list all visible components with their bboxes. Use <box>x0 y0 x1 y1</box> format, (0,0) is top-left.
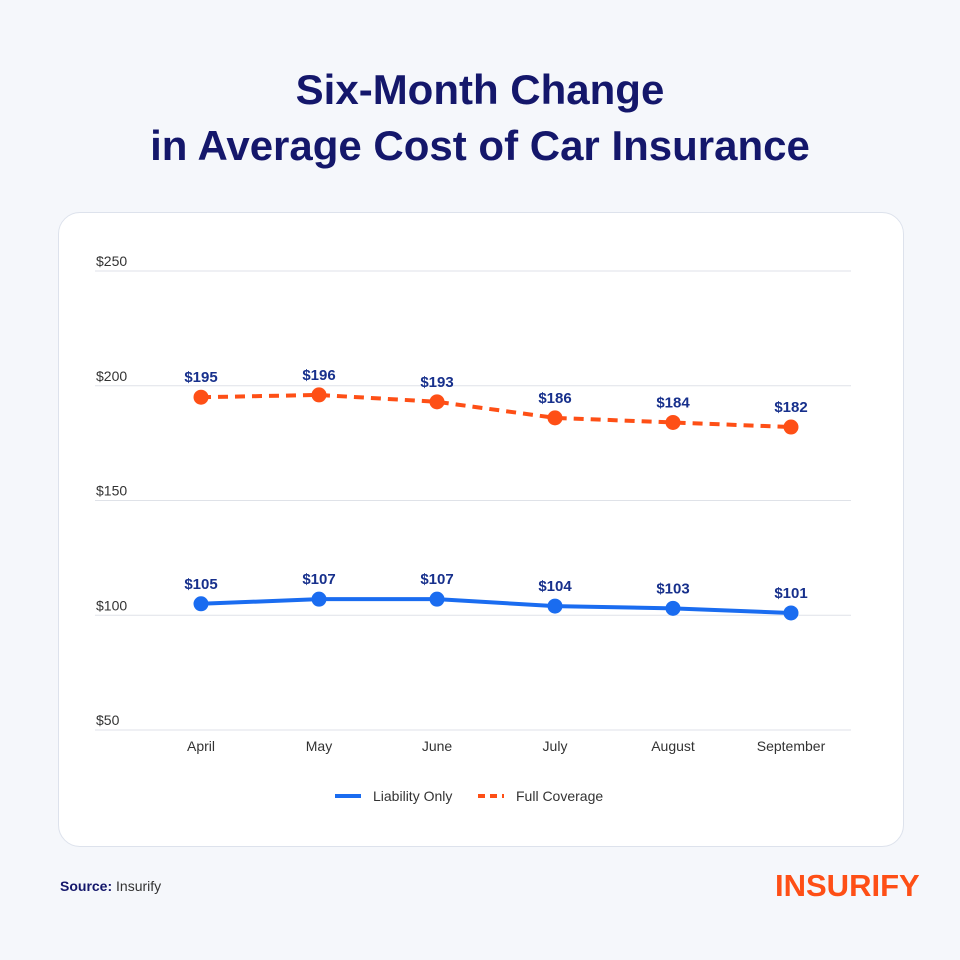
legend-label: Liability Only <box>373 788 452 804</box>
data-point <box>429 394 445 410</box>
data-label: $195 <box>184 369 217 386</box>
title-line-1: Six-Month Change <box>295 66 665 113</box>
data-point <box>311 591 327 607</box>
y-tick-label: $100 <box>96 597 127 613</box>
data-label: $186 <box>538 390 571 407</box>
x-tick-label: June <box>422 738 453 754</box>
x-tick-label: July <box>543 738 568 754</box>
source-note: Source: Insurify <box>60 878 161 894</box>
data-point <box>783 419 799 435</box>
y-tick-label: $150 <box>96 483 127 499</box>
chart-card <box>58 212 904 847</box>
data-label: $182 <box>774 399 807 416</box>
legend-label: Full Coverage <box>516 788 603 804</box>
x-tick-label: May <box>306 738 332 754</box>
data-point <box>311 387 327 403</box>
chart-title: Six-Month Change in Average Cost of Car … <box>0 62 960 174</box>
x-tick-label: April <box>187 738 215 754</box>
data-label: $101 <box>774 585 807 602</box>
source-label: Source: <box>60 878 113 894</box>
y-tick-label: $250 <box>96 253 127 269</box>
insurify-logo: INSURIFY <box>775 868 920 903</box>
data-label: $104 <box>538 578 572 595</box>
data-point <box>193 596 209 612</box>
series-line-0 <box>200 597 792 615</box>
data-point <box>547 598 563 614</box>
data-label: $196 <box>302 367 335 384</box>
data-label: $193 <box>420 374 453 391</box>
data-label: $107 <box>420 571 453 588</box>
data-point <box>665 414 681 430</box>
y-tick-label: $200 <box>96 368 127 384</box>
data-point <box>547 410 563 426</box>
data-point <box>193 389 209 405</box>
title-line-2: in Average Cost of Car Insurance <box>150 122 810 169</box>
data-label: $103 <box>656 580 689 597</box>
y-tick-label: $50 <box>96 712 120 728</box>
x-tick-label: August <box>651 738 695 754</box>
data-point <box>783 605 799 621</box>
source-value: Insurify <box>116 878 162 894</box>
data-label: $105 <box>184 576 217 593</box>
series-line-1 <box>200 392 792 430</box>
data-label: $184 <box>656 394 690 411</box>
data-point <box>429 591 445 607</box>
data-point <box>665 600 681 616</box>
data-label: $107 <box>302 571 335 588</box>
x-tick-label: September <box>757 738 826 754</box>
